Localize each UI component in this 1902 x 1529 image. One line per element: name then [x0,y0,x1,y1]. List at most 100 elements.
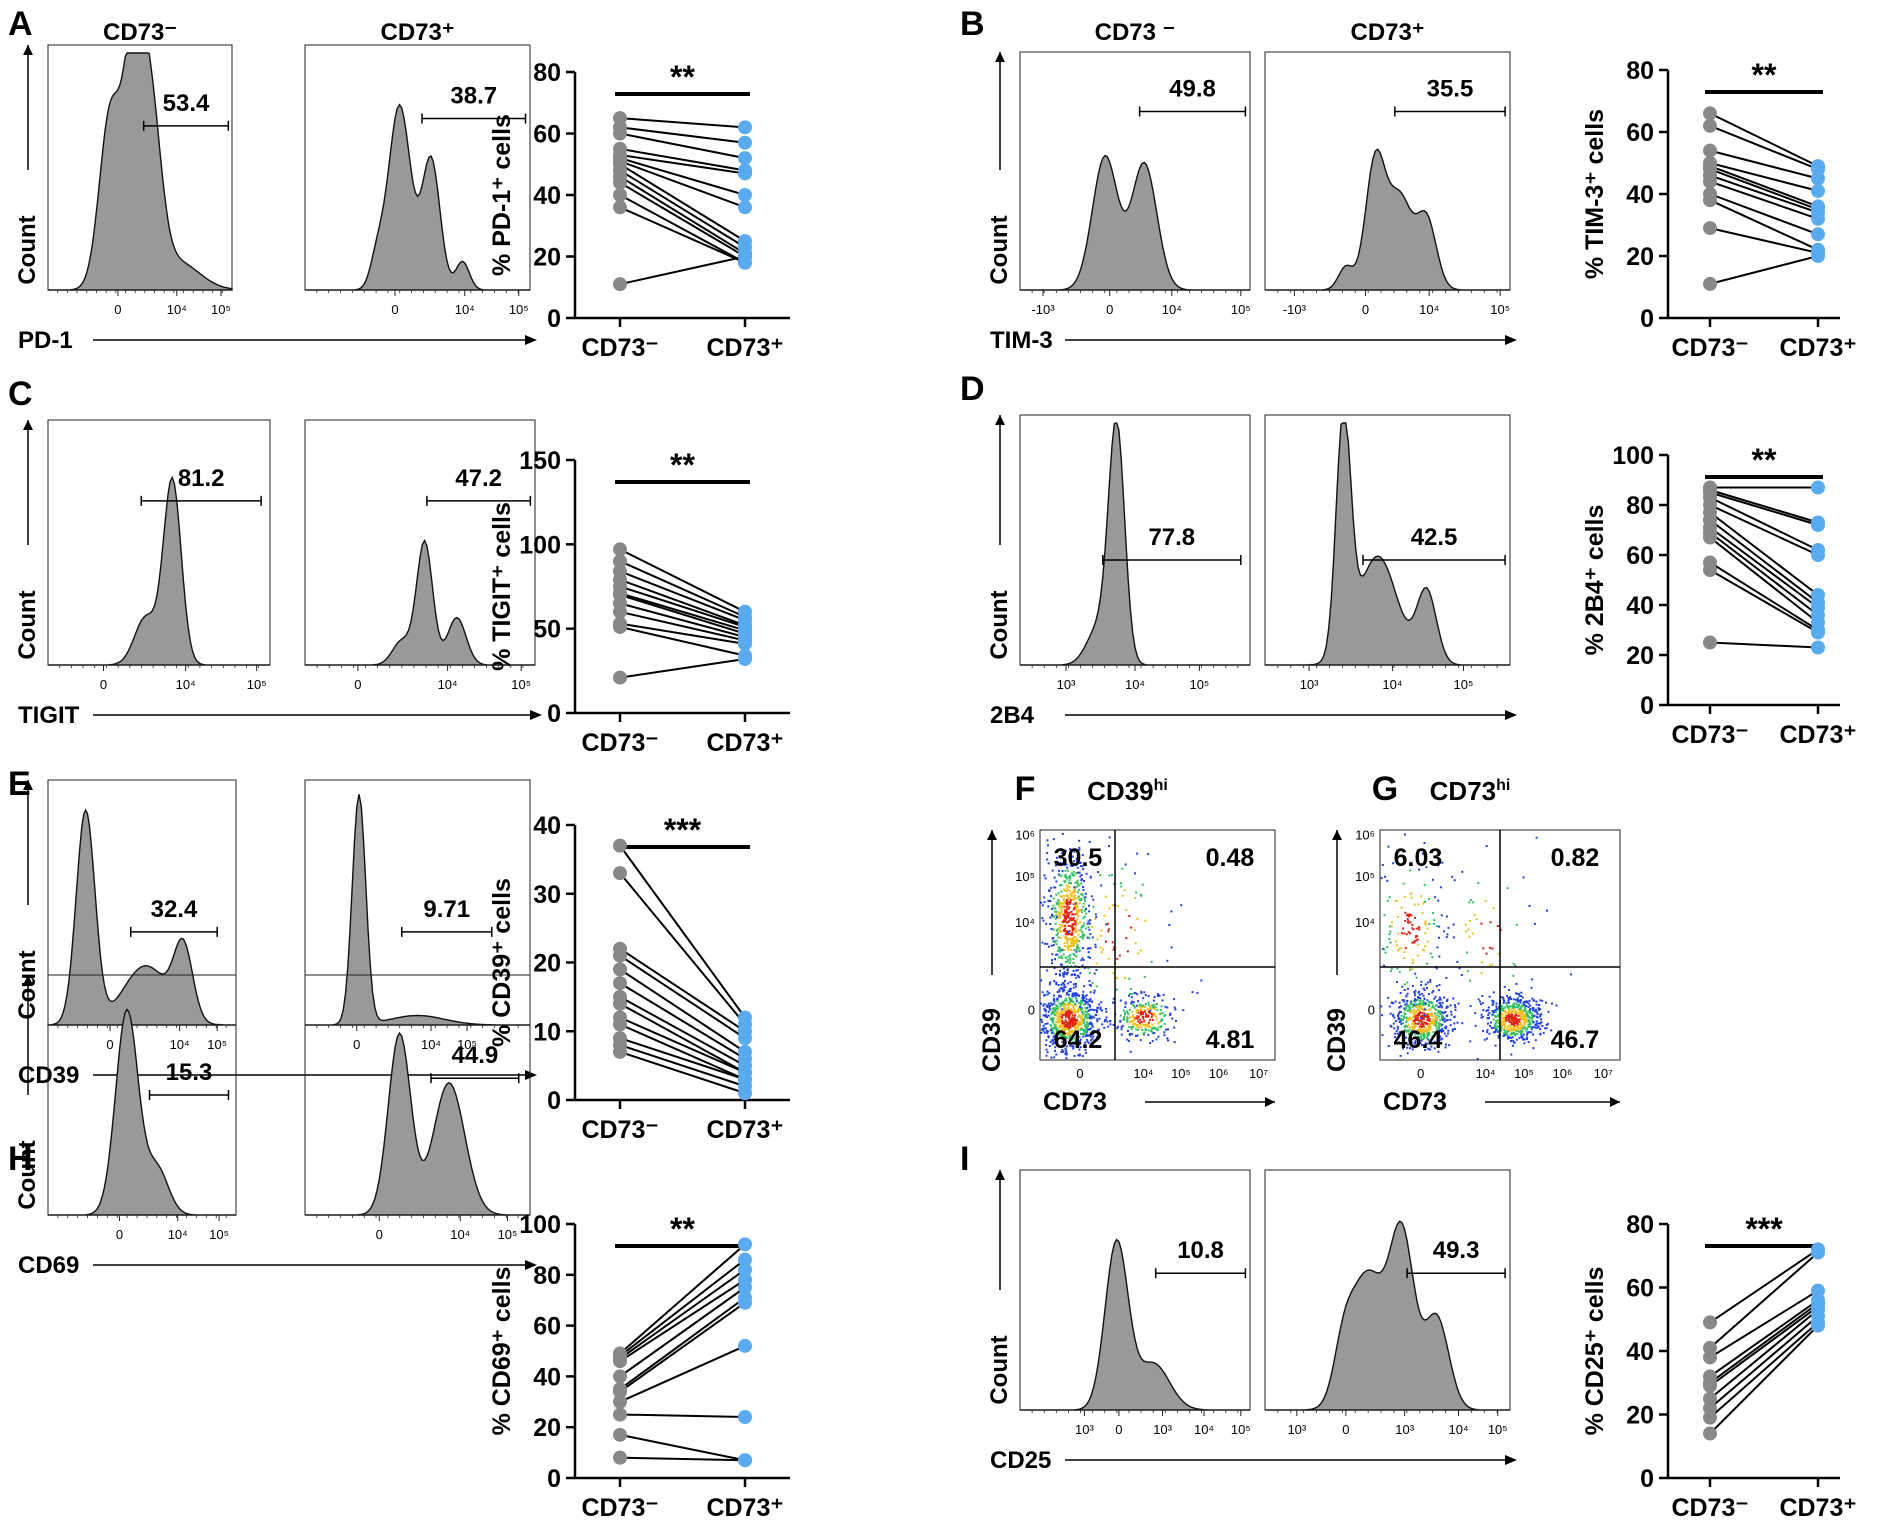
count-label: Count [986,590,1013,659]
event-dot [1414,1022,1417,1025]
hist-right-histogram [1265,148,1510,291]
event-dot [1503,1017,1506,1020]
event-dot [1149,1007,1152,1010]
event-dot [1089,991,1092,994]
event-dot [1074,1039,1077,1042]
x-tick-label: 10⁴ [1382,677,1402,692]
event-dot [1074,881,1077,884]
event-dot [1064,863,1067,866]
point-cd73pos [738,1086,752,1101]
event-dot [1482,1009,1485,1012]
event-dot [1133,991,1136,994]
event-dot [1500,1005,1503,1008]
event-dot [1494,1025,1497,1028]
point-cd73pos [738,151,752,166]
event-dot [1398,1001,1401,1004]
event-dot [1387,845,1390,848]
event-dot [1074,929,1077,932]
event-dot [1105,940,1107,943]
event-dot [1142,1012,1145,1015]
event-dot [1520,1032,1523,1034]
event-dot [1073,850,1076,853]
event-dot [1438,925,1441,928]
event-dot [1061,1019,1064,1022]
pair-line [619,157,746,196]
event-dot [1115,988,1118,991]
event-dot [1097,1028,1100,1031]
event-dot [1060,884,1063,887]
count-arrowhead [995,52,1005,62]
event-dot [1070,942,1073,944]
x-tick-label: 10³ [1300,677,1319,692]
event-dot [1488,1012,1491,1014]
point-cd73pos [738,1410,752,1425]
event-dot [1401,985,1404,988]
event-dot [1049,981,1052,984]
event-dot [1149,1005,1151,1008]
event-dot [1060,910,1063,913]
point-cd73neg [613,1407,627,1422]
event-dot [1533,1026,1536,1029]
event-dot [1051,1028,1054,1031]
event-dot [1068,961,1071,964]
event-dot [1441,1023,1444,1026]
event-dot [1439,886,1442,889]
event-dot [1428,1024,1431,1026]
pair-line [619,1243,746,1355]
event-dot [1064,849,1067,852]
hist-left-histogram [1020,422,1250,666]
event-dot [1511,1036,1514,1039]
event-dot [1406,917,1409,920]
event-dot [1058,990,1061,993]
event-dot [1064,1023,1067,1026]
event-dot [1086,1040,1089,1043]
event-dot [1520,991,1523,994]
event-dot [1059,1005,1062,1008]
event-dot [1526,1028,1528,1031]
marker-label: TIGIT [18,702,80,729]
event-dot [1396,944,1399,947]
event-dot [1428,1048,1431,1051]
event-dot [1078,1048,1081,1051]
count-arrowhead [995,415,1005,425]
event-dot [1424,920,1427,923]
event-dot [1046,858,1049,861]
event-dot [1439,1010,1441,1013]
event-dot [1068,890,1071,893]
y-tick-label: 20 [533,1414,561,1442]
event-dot [1089,876,1092,879]
event-dot [1405,1007,1408,1010]
event-dot [1164,1005,1167,1008]
event-dot [1133,1005,1136,1007]
event-dot [1056,1007,1059,1010]
event-dot [1093,991,1096,994]
event-dot [1130,926,1133,929]
event-dot [1081,1021,1083,1024]
event-dot [1397,1041,1400,1044]
point-cd73neg [1703,118,1717,133]
event-dot [1389,930,1392,933]
event-dot [1414,989,1417,992]
event-dot [1413,992,1416,995]
event-dot [1535,836,1538,839]
event-dot [1411,1031,1414,1034]
event-dot [1527,1019,1530,1022]
event-dot [1175,1020,1177,1022]
event-dot [1418,1036,1421,1039]
event-dot [1063,880,1066,883]
event-dot [1042,1027,1045,1030]
event-dot [1074,1021,1077,1024]
significance-stars: *** [664,812,702,848]
event-dot [1061,957,1063,960]
event-dot [1072,898,1075,901]
event-dot [1144,1015,1147,1018]
event-dot [1083,915,1086,918]
x-tick-label: 10⁵ [211,302,231,317]
event-dot [1067,889,1070,892]
event-dot [1065,1057,1068,1060]
x-tick-label: 10⁴ [438,677,458,692]
event-dot [1125,937,1128,940]
event-dot [1508,1036,1511,1039]
event-dot [1419,1031,1422,1034]
